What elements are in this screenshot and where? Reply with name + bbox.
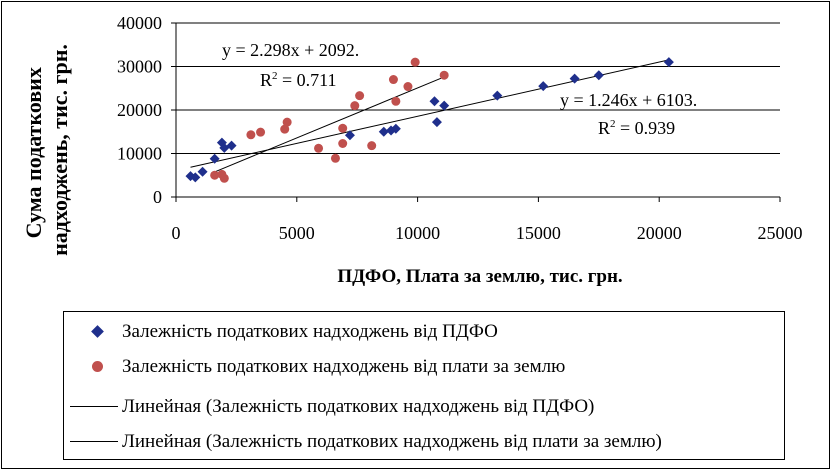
- data-point-pdfo: [593, 70, 604, 81]
- y-axis-title: Сума податкових надходжень, тис. грн.: [21, 44, 72, 256]
- data-point-land: [338, 138, 348, 148]
- data-point-pdfo: [431, 117, 442, 128]
- data-point-pdfo: [569, 73, 580, 84]
- data-point-pdfo: [226, 140, 237, 151]
- data-point-land: [282, 117, 292, 127]
- data-point-land: [403, 82, 413, 92]
- data-point-pdfo: [219, 142, 230, 153]
- data-point-land: [350, 101, 360, 111]
- trendline: [214, 76, 445, 173]
- y-tick-labels: 0 10000 20000 30000 40000: [117, 13, 162, 207]
- data-point-pdfo: [538, 81, 549, 92]
- x-tick-label: 20000: [637, 223, 682, 243]
- data-point-pdfo: [663, 57, 674, 68]
- blue-diamond-marker-icon: [64, 322, 122, 342]
- x-tick-label: 25000: [758, 223, 803, 243]
- legend-item-pdfo-trend: Линейная (Залежність податкових надходже…: [64, 392, 594, 422]
- data-points: [185, 57, 674, 183]
- x-tick-label: 0: [172, 223, 181, 243]
- trendline-icon: [64, 397, 122, 417]
- y-axis-title-line-2: надходжень, тис. грн.: [47, 44, 72, 256]
- gridlines: [171, 22, 780, 198]
- data-point-land: [210, 170, 220, 180]
- data-point-land: [388, 75, 398, 85]
- y-tick-label: 0: [153, 187, 162, 207]
- data-point-land: [410, 57, 420, 67]
- data-point-land: [256, 127, 266, 137]
- data-point-land: [330, 153, 340, 163]
- data-point-land: [439, 70, 449, 80]
- pdfo-trend-equation: y = 1.246x + 6103.: [560, 90, 697, 110]
- axes: [175, 23, 781, 202]
- data-point-pdfo: [390, 123, 401, 134]
- land-trend-r2: R2 = 0.711: [260, 70, 337, 90]
- y-tick-label: 30000: [117, 57, 162, 77]
- legend-item-land-trend: Линейная (Залежність податкових надходже…: [64, 427, 662, 457]
- y-tick-label: 10000: [117, 144, 162, 164]
- legend: Залежність податкових надходжень від ПДФ…: [63, 311, 785, 460]
- data-point-land: [355, 91, 365, 101]
- data-point-pdfo: [197, 166, 208, 177]
- x-tick-labels: 0 5000 10000 15000 20000 25000: [172, 223, 803, 243]
- data-point-pdfo: [429, 96, 440, 107]
- x-axis-title: ПДФО, Плата за землю, тис. грн.: [337, 266, 622, 287]
- pdfo-trend-r2: R2 = 0.939: [598, 118, 675, 138]
- y-tick-label: 20000: [117, 100, 162, 120]
- x-tick-label: 15000: [516, 223, 561, 243]
- data-point-land: [367, 141, 377, 151]
- data-point-pdfo: [378, 126, 389, 137]
- data-point-land: [246, 130, 256, 140]
- legend-label-pdfo: Залежність податкових надходжень від ПДФ…: [122, 321, 498, 342]
- y-axis-title-line-1: Сума податкових: [21, 67, 46, 238]
- y-tick-label: 40000: [117, 13, 162, 33]
- legend-item-land: Залежність податкових надходжень від пла…: [64, 352, 565, 382]
- legend-label-land: Залежність податкових надходжень від пла…: [122, 356, 566, 377]
- data-point-pdfo: [386, 125, 397, 136]
- data-point-pdfo: [439, 100, 450, 111]
- data-point-pdfo: [492, 90, 503, 101]
- legend-item-pdfo: Залежність податкових надходжень від ПДФ…: [64, 317, 498, 347]
- data-point-land: [391, 96, 401, 106]
- data-point-land: [219, 173, 229, 183]
- data-point-pdfo: [344, 130, 355, 141]
- data-point-pdfo: [209, 153, 220, 164]
- data-point-land: [280, 124, 290, 134]
- legend-label-land-trend: Линейная (Залежність податкових надходже…: [122, 431, 662, 452]
- trendlines: [190, 59, 669, 173]
- x-tick-label: 10000: [395, 223, 440, 243]
- legend-label-pdfo-trend: Линейная (Залежність податкових надходже…: [122, 396, 595, 417]
- trendline-icon: [64, 432, 122, 452]
- x-tick-label: 5000: [279, 223, 315, 243]
- red-circle-marker-icon: [64, 357, 122, 377]
- data-point-land: [338, 123, 348, 133]
- land-trend-equation: y = 2.298x + 2092.: [222, 40, 359, 60]
- data-point-land: [314, 143, 324, 153]
- data-point-pdfo: [190, 172, 201, 183]
